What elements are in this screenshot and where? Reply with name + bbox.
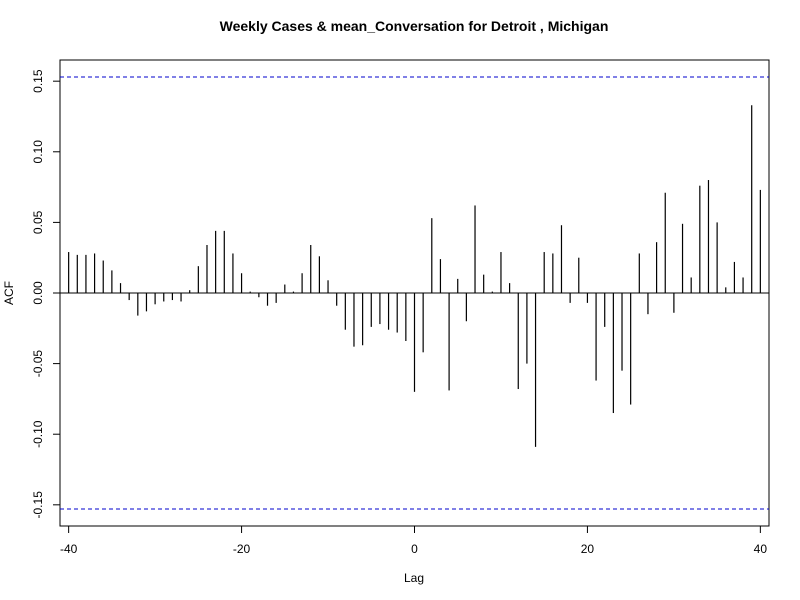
x-tick-label: -20 (233, 542, 251, 556)
x-tick-label: -40 (60, 542, 78, 556)
x-tick-label: 20 (581, 542, 595, 556)
y-tick-label: -0.05 (31, 350, 45, 378)
y-axis: -0.15 -0.10 -0.05 0.00 0.05 0.10 0.15 (31, 69, 61, 519)
confidence-bounds (60, 76, 769, 510)
x-axis: -40 -20 0 20 40 (60, 525, 768, 556)
y-tick-label: -0.10 (31, 420, 45, 448)
acf-bars (68, 105, 761, 447)
plot-area (59, 59, 770, 527)
y-tick-label: 0.15 (31, 69, 45, 93)
y-axis-label: ACF (2, 281, 16, 305)
x-axis-label: Lag (404, 571, 424, 585)
y-tick-label: 0.00 (31, 281, 45, 305)
x-tick-label: 0 (411, 542, 418, 556)
y-tick-label: -0.15 (31, 491, 45, 519)
x-tick-label: 40 (754, 542, 768, 556)
y-tick-label: 0.05 (31, 210, 45, 234)
chart-title: Weekly Cases & mean_Conversation for Det… (220, 18, 609, 34)
y-tick-label: 0.10 (31, 140, 45, 164)
